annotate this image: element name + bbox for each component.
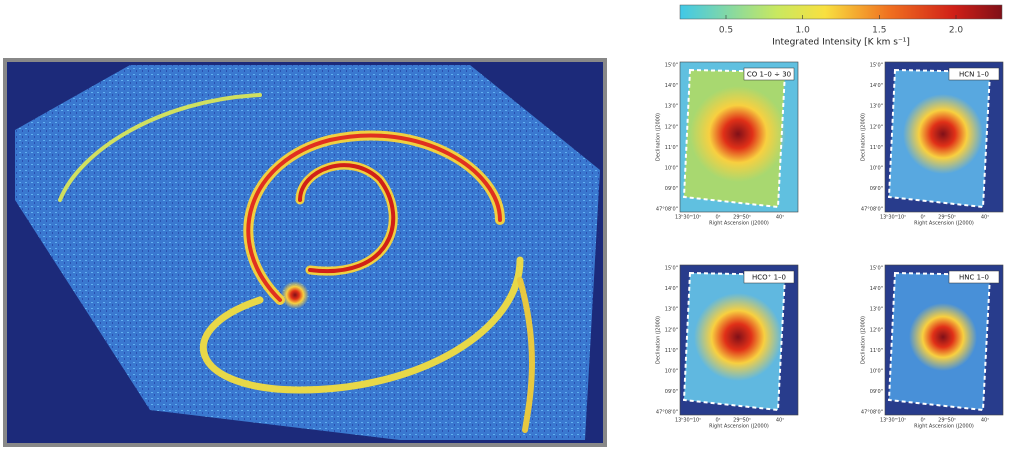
map-core: [903, 94, 983, 174]
y-tick-label: 14'0": [870, 83, 883, 89]
galaxy-image: [5, 60, 605, 445]
y-axis-label: Declination (J2000): [861, 113, 867, 161]
x-tick-label: 40ˢ: [776, 418, 784, 424]
panel-label: HCN 1–0: [959, 71, 989, 79]
y-tick-label: 47°08'0": [861, 410, 883, 416]
y-tick-label: 15'0": [870, 266, 883, 272]
y-tick-label: 11'0": [870, 145, 883, 151]
map-panel: HCN 1–0 15'0" 14'0" 13'0" 12'0" 11'0" 10'0" 09'…: [861, 62, 1004, 227]
colorbar-tick-label: 1.0: [796, 26, 811, 36]
y-tick-label: 10'0": [870, 166, 883, 172]
x-tick-label: 40ˢ: [981, 215, 989, 221]
y-tick-label: 10'0": [870, 369, 883, 375]
y-tick-label: 09'0": [665, 186, 678, 192]
colorbar-gradient: [680, 5, 1002, 19]
x-tick-label: 13ʰ30ᵐ10ˢ: [880, 418, 906, 424]
y-tick-label: 10'0": [665, 166, 678, 172]
y-tick-label: 11'0": [665, 145, 678, 151]
y-tick-label: 47°08'0": [656, 410, 678, 416]
y-tick-label: 12'0": [665, 327, 678, 333]
y-tick-label: 11'0": [665, 348, 678, 354]
y-tick-label: 14'0": [665, 83, 678, 89]
y-axis-label: Declination (J2000): [656, 113, 662, 161]
panel-label: HCO⁺ 1–0: [752, 274, 786, 282]
map-core: [690, 86, 786, 182]
y-tick-label: 13'0": [665, 104, 678, 110]
x-tick-label: 13ʰ30ᵐ10ˢ: [675, 215, 701, 221]
y-tick-label: 47°08'0": [861, 207, 883, 213]
y-tick-label: 15'0": [665, 63, 678, 69]
y-tick-label: 13'0": [870, 104, 883, 110]
y-tick-label: 10'0": [665, 369, 678, 375]
y-tick-label: 15'0": [665, 266, 678, 272]
y-tick-label: 12'0": [870, 124, 883, 130]
y-tick-label: 09'0": [870, 186, 883, 192]
y-tick-label: 15'0": [870, 63, 883, 69]
y-axis-label: Declination (J2000): [861, 316, 867, 364]
panel-label: CO 1–0 ÷ 30: [747, 71, 791, 79]
y-tick-label: 14'0": [870, 286, 883, 292]
map-panel: CO 1–0 ÷ 30 15'0" 14'0" 13'0" 12'0" 11'0" 10'0…: [656, 62, 799, 227]
y-tick-label: 09'0": [665, 389, 678, 395]
colorbar: Integrated Intensity [K km s⁻¹] 0.5 1.0 1.…: [680, 5, 1002, 48]
panel-label: HNC 1–0: [959, 274, 989, 282]
y-tick-label: 12'0": [665, 124, 678, 130]
map-core: [694, 293, 782, 381]
panels: CO 1–0 ÷ 30 15'0" 14'0" 13'0" 12'0" 11'0" 10'0…: [656, 62, 1004, 430]
x-axis-label: Right Ascension (J2000): [914, 221, 974, 227]
map-panel: HCO⁺ 1–0 15'0" 14'0" 13'0" 12'0" 11'0" 10'0" 09…: [656, 265, 799, 430]
x-tick-label: 40ˢ: [776, 215, 784, 221]
colorbar-tick-label: 1.5: [872, 26, 886, 36]
y-tick-label: 13'0": [870, 307, 883, 313]
map-panel: HNC 1–0 15'0" 14'0" 13'0" 12'0" 11'0" 10'0" 09'…: [861, 265, 1004, 430]
x-tick-label: 13ʰ30ᵐ10ˢ: [675, 418, 701, 424]
colorbar-tick-label: 2.0: [949, 26, 964, 36]
map-core: [909, 303, 977, 371]
y-axis-label: Declination (J2000): [656, 316, 662, 364]
y-tick-label: 11'0": [870, 348, 883, 354]
x-tick-label: 13ʰ30ᵐ10ˢ: [880, 215, 906, 221]
y-tick-label: 12'0": [870, 327, 883, 333]
y-tick-label: 09'0": [870, 389, 883, 395]
y-tick-label: 14'0": [665, 286, 678, 292]
x-axis-label: Right Ascension (J2000): [709, 221, 769, 227]
x-axis-label: Right Ascension (J2000): [709, 424, 769, 430]
y-tick-label: 13'0": [665, 307, 678, 313]
x-axis-label: Right Ascension (J2000): [914, 424, 974, 430]
y-tick-label: 47°08'0": [656, 207, 678, 213]
x-tick-label: 40ˢ: [981, 418, 989, 424]
colorbar-label: Integrated Intensity [K km s⁻¹]: [772, 38, 910, 48]
figure: Integrated Intensity [K km s⁻¹] 0.5 1.0 1.…: [0, 0, 1024, 451]
colorbar-tick-label: 0.5: [719, 26, 733, 36]
